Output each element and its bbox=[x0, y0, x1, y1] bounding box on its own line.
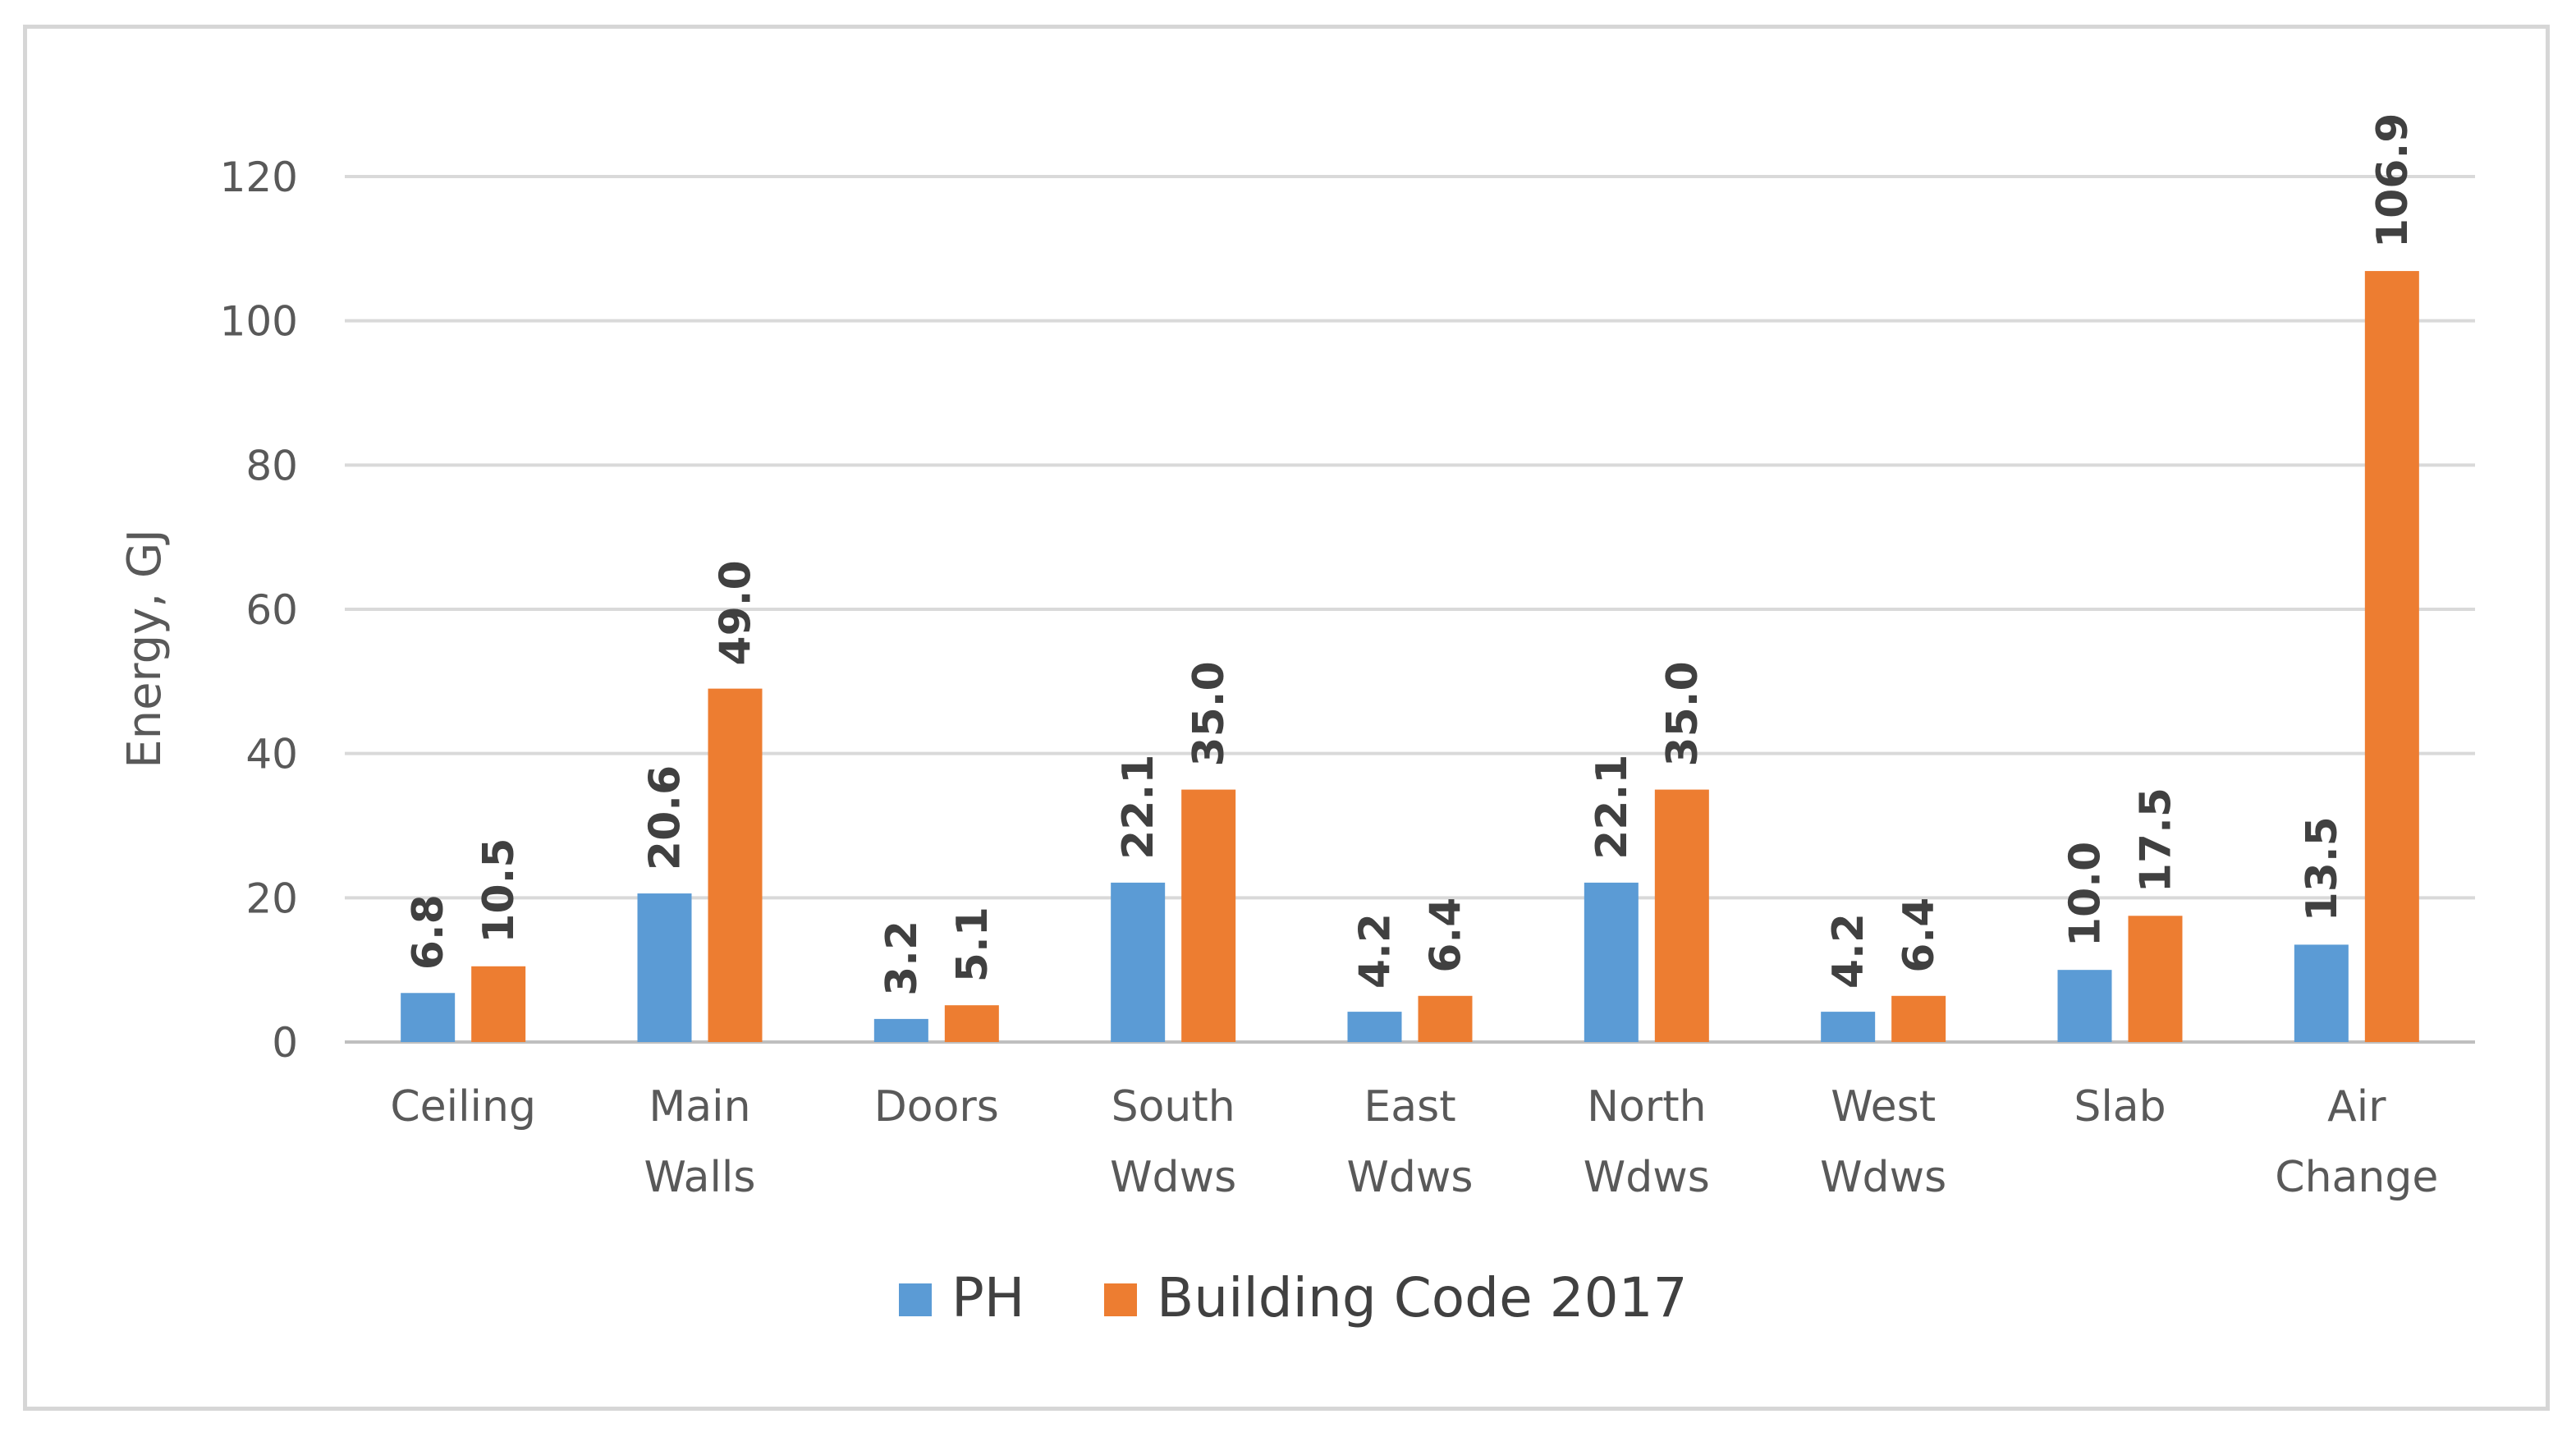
ph-bar-4 bbox=[1347, 1012, 1402, 1042]
code-bar-5 bbox=[1654, 789, 1709, 1042]
x-category-label: South bbox=[1112, 1082, 1235, 1132]
x-category-label: West bbox=[1831, 1082, 1936, 1132]
x-category-label: Wdws bbox=[1110, 1153, 1236, 1202]
ph-value-label-2: 3.2 bbox=[878, 921, 927, 996]
x-category-label: Wdws bbox=[1346, 1153, 1473, 1202]
ph-value-label-0: 6.8 bbox=[404, 894, 453, 970]
x-category-label: Air bbox=[2327, 1082, 2386, 1132]
ph-value-label-4: 4.2 bbox=[1351, 913, 1400, 989]
code-bar-4 bbox=[1418, 995, 1473, 1042]
ph-bar-1 bbox=[637, 893, 692, 1042]
gridlines bbox=[345, 175, 2475, 1044]
ph-bar-5 bbox=[1584, 882, 1639, 1042]
x-category-label: Wdws bbox=[1584, 1153, 1710, 1202]
x-category-label: Slab bbox=[2074, 1082, 2166, 1132]
bar-chart: 0 20 40 60 80 100 120 6.8 20.6 3.2 22.1 4.2 22.1 4.2… bbox=[118, 113, 2475, 1329]
ph-value-label-8: 13.5 bbox=[2298, 816, 2347, 921]
x-category-label: Wdws bbox=[1820, 1153, 1946, 1202]
ph-value-label-6: 4.2 bbox=[1824, 913, 1873, 989]
code-bar-1 bbox=[708, 688, 763, 1042]
x-category-label: Ceiling bbox=[390, 1082, 536, 1132]
code-bar-3 bbox=[1181, 789, 1236, 1042]
data-labels: 6.8 20.6 3.2 22.1 4.2 22.1 4.2 10.0 13.5 10.5 49.0… bbox=[404, 113, 2418, 996]
ph-bar-7 bbox=[2057, 970, 2112, 1042]
legend-label-ph: PH bbox=[951, 1266, 1024, 1329]
code-bar-6 bbox=[1891, 995, 1946, 1042]
x-category-label: Walls bbox=[644, 1153, 756, 1202]
code-bar-8 bbox=[2364, 271, 2419, 1043]
code-value-label-7: 17.5 bbox=[2132, 787, 2181, 893]
legend-swatch-code bbox=[1104, 1283, 1137, 1316]
y-tick-label: 100 bbox=[220, 298, 298, 346]
ph-bar-6 bbox=[1821, 1012, 1876, 1042]
ph-bar-8 bbox=[2294, 944, 2349, 1042]
legend-swatch-ph bbox=[899, 1283, 932, 1316]
y-tick-label: 0 bbox=[272, 1019, 298, 1067]
code-value-label-2: 5.1 bbox=[948, 907, 997, 982]
x-category-label: Main bbox=[649, 1082, 750, 1132]
code-value-label-3: 35.0 bbox=[1185, 661, 1234, 766]
x-category-label: North bbox=[1587, 1082, 1706, 1132]
ph-bar-0 bbox=[401, 993, 456, 1042]
x-axis-categories: Ceiling Main Walls Doors South Wdws East Wdws No… bbox=[390, 1082, 2438, 1202]
y-axis-ticks: 0 20 40 60 80 100 120 bbox=[220, 154, 298, 1067]
y-tick-label: 40 bbox=[245, 731, 298, 778]
code-value-label-5: 35.0 bbox=[1658, 661, 1707, 766]
ph-value-label-3: 22.1 bbox=[1114, 755, 1163, 860]
chart-frame: 0 20 40 60 80 100 120 6.8 20.6 3.2 22.1 4.2 22.1 4.2… bbox=[23, 25, 2550, 1411]
code-value-label-4: 6.4 bbox=[1422, 898, 1471, 973]
code-value-label-0: 10.5 bbox=[474, 838, 524, 943]
code-value-label-6: 6.4 bbox=[1895, 898, 1944, 973]
y-axis-title: Energy, GJ bbox=[118, 529, 172, 769]
x-category-label: Doors bbox=[874, 1082, 999, 1132]
y-tick-label: 60 bbox=[245, 586, 298, 634]
legend-label-code: Building Code 2017 bbox=[1157, 1266, 1688, 1329]
y-tick-label: 20 bbox=[245, 875, 298, 922]
y-tick-label: 80 bbox=[245, 442, 298, 489]
code-value-label-1: 49.0 bbox=[712, 560, 761, 665]
ph-value-label-1: 20.6 bbox=[641, 765, 690, 870]
code-bar-2 bbox=[944, 1005, 999, 1042]
bars bbox=[401, 271, 2419, 1043]
code-value-label-8: 106.9 bbox=[2368, 113, 2418, 248]
ph-bar-3 bbox=[1111, 882, 1166, 1042]
code-bar-0 bbox=[471, 966, 526, 1042]
legend: PH Building Code 2017 bbox=[899, 1266, 1688, 1329]
ph-value-label-5: 22.1 bbox=[1588, 755, 1637, 860]
ph-bar-2 bbox=[873, 1018, 928, 1042]
x-category-label: East bbox=[1364, 1082, 1455, 1132]
x-category-label: Change bbox=[2275, 1153, 2438, 1202]
ph-value-label-7: 10.0 bbox=[2061, 842, 2111, 947]
code-bar-7 bbox=[2128, 916, 2183, 1042]
y-tick-label: 120 bbox=[220, 154, 298, 201]
